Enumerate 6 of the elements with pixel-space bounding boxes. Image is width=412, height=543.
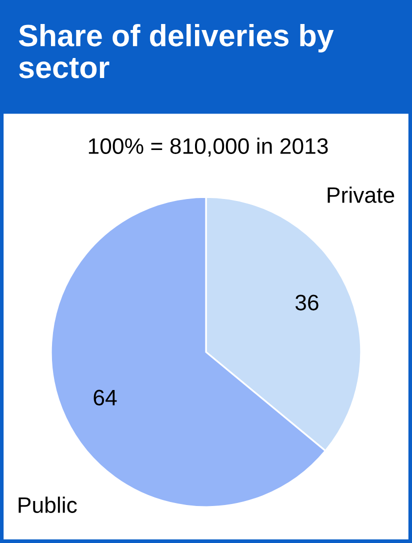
- chart-subtitle: 100% = 810,000 in 2013: [88, 138, 328, 157]
- slice-label: Public: [18, 496, 77, 513]
- data-label: 64: [94, 390, 117, 406]
- data-label: 36: [295, 294, 318, 310]
- chart-title: Share of deliveries by sector: [18, 24, 334, 78]
- slice-label: Private: [328, 186, 394, 203]
